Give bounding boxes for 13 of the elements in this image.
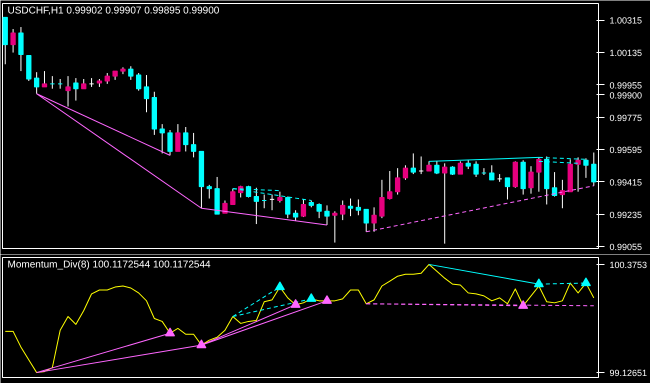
y-tick-label: 0.99415 [610,177,642,188]
y-tick-label: 100.3753 [610,260,648,270]
y-tick-label: 0.99235 [610,210,642,220]
y-tick-label: 0.99595 [610,145,642,156]
y-tick-label: 1.00315 [610,16,642,26]
y-tick-label: 0.99900 [610,90,642,100]
y-tick-label: 0.99955 [610,80,642,90]
y-tick-label: 0.99775 [610,112,642,123]
y-tick-label: 0.99055 [610,242,642,252]
y-tick-label: 99.12651 [610,368,648,378]
chart-title: Momentum_Div(8) 100.1172544 100.1172544 [8,260,212,270]
y-tick-label: 1.00135 [610,48,642,58]
chart-title: USDCHF,H1 0.99902 0.99907 0.99895 0.99900 [8,6,220,16]
